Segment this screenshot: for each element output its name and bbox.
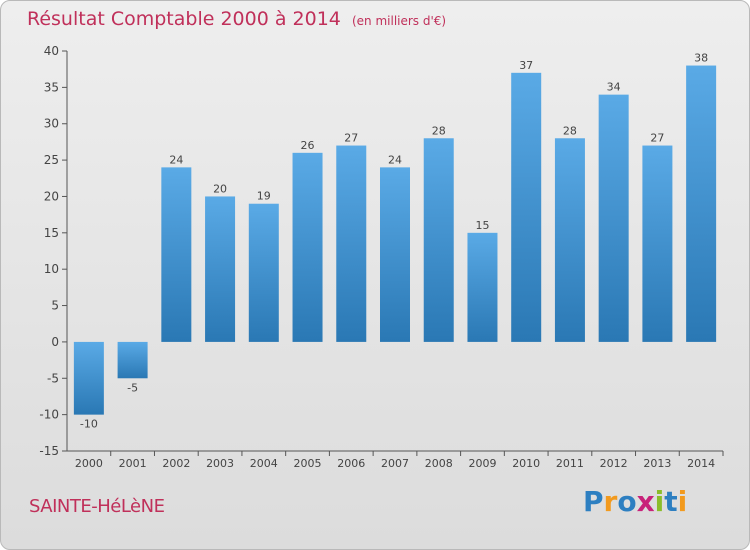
bar — [511, 73, 541, 342]
bar — [74, 342, 104, 415]
x-tick-label: 2003 — [206, 457, 234, 470]
bar — [336, 146, 366, 342]
data-label: 27 — [650, 132, 664, 145]
x-tick-label: 2002 — [162, 457, 190, 470]
data-label: 28 — [432, 124, 446, 137]
logo-letter: i — [678, 485, 688, 518]
bar-chart: 40 35 30 25 20 15 10 5 0 -5 -10 -15 2000 -10 2001 -5 20… — [1, 1, 750, 550]
y-tick-label: 15 — [44, 226, 59, 240]
x-tick-label: 2010 — [512, 457, 540, 470]
logo-letter: P — [583, 485, 604, 518]
bar — [293, 153, 323, 342]
y-tick-label: 10 — [44, 262, 59, 276]
bar — [642, 146, 672, 342]
bar — [161, 167, 191, 342]
x-tick-label: 2011 — [556, 457, 584, 470]
data-label: 26 — [301, 139, 315, 152]
data-label: 19 — [257, 190, 271, 203]
x-tick-label: 2014 — [687, 457, 715, 470]
x-tick-label: 2005 — [294, 457, 322, 470]
y-tick-label: 25 — [44, 153, 59, 167]
logo-letter: x — [637, 485, 655, 518]
logo-letter: t — [664, 485, 677, 518]
data-label: 24 — [169, 153, 183, 166]
y-tick-label: 20 — [44, 189, 59, 203]
bar — [249, 204, 279, 342]
place-name: SAINTE-HéLèNE — [29, 496, 164, 517]
logo-letter: o — [617, 485, 636, 518]
x-tick-label: 2008 — [425, 457, 453, 470]
y-tick-label: 0 — [51, 335, 59, 349]
x-tick-label: 2013 — [643, 457, 671, 470]
data-label: 15 — [475, 219, 489, 232]
data-label: 24 — [388, 153, 402, 166]
chart-frame: Résultat Comptable 2000 à 2014 (en milli… — [0, 0, 750, 550]
proxiti-logo: Proxiti — [583, 485, 687, 518]
bar — [599, 95, 629, 342]
y-tick-label: 30 — [44, 117, 59, 131]
logo-letter: i — [655, 485, 665, 518]
y-tick-label: -5 — [47, 371, 59, 385]
bar — [424, 138, 454, 342]
x-tick-label: 2001 — [119, 457, 147, 470]
data-label: 27 — [344, 132, 358, 145]
data-label: 37 — [519, 59, 533, 72]
bar — [205, 196, 235, 341]
bar — [467, 233, 497, 342]
data-label: 28 — [563, 124, 577, 137]
data-label: -5 — [127, 381, 138, 394]
data-label: 38 — [694, 52, 708, 65]
data-label: 20 — [213, 182, 227, 195]
x-tick-label: 2012 — [600, 457, 628, 470]
x-tick-label: 2000 — [75, 457, 103, 470]
y-tick-label: 5 — [51, 299, 59, 313]
y-tick-label: 40 — [44, 44, 59, 58]
y-tick-label: -10 — [39, 408, 59, 422]
x-tick-label: 2007 — [381, 457, 409, 470]
x-tick-label: 2004 — [250, 457, 278, 470]
x-tick-label: 2006 — [337, 457, 365, 470]
bar — [555, 138, 585, 342]
bar — [686, 66, 716, 342]
data-label: -10 — [80, 418, 98, 431]
y-tick-label: 35 — [44, 80, 59, 94]
y-tick-label: -15 — [39, 444, 59, 458]
logo-letter: r — [604, 485, 618, 518]
data-label: 34 — [607, 81, 621, 94]
bar — [380, 167, 410, 342]
bar — [118, 342, 148, 378]
x-tick-label: 2009 — [468, 457, 496, 470]
